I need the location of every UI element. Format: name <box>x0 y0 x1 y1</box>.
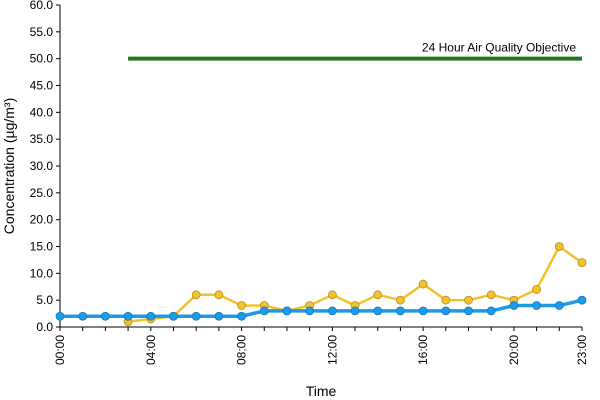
x-tick-label: 00:00 <box>53 335 67 365</box>
x-axis: 00:00 04:00 08:00 12:00 16:00 20:00 23:00 <box>53 326 589 365</box>
x-tick-label: 08:00 <box>235 335 249 365</box>
x-tick-label: 23:00 <box>575 335 589 365</box>
y-tick-label: 15.0 <box>30 240 54 254</box>
x-tick-label: 12:00 <box>325 335 339 365</box>
y-tick-label: 5.0 <box>36 293 53 307</box>
data-point <box>396 295 405 305</box>
data-point <box>486 290 496 300</box>
data-point <box>214 311 224 321</box>
data-point <box>214 290 224 300</box>
y-tick-label: 30.0 <box>30 159 54 173</box>
y-tick-label: 50.0 <box>30 52 54 66</box>
data-point <box>282 306 292 316</box>
data-point <box>441 306 451 316</box>
data-point <box>532 285 542 294</box>
data-point <box>577 258 587 268</box>
y-tick-label: 0.0 <box>36 320 53 334</box>
y-tick-label: 10.0 <box>30 266 54 280</box>
data-point <box>100 311 110 321</box>
series-line <box>60 298 583 319</box>
data-point <box>509 301 519 310</box>
data-point <box>464 306 473 316</box>
data-point <box>191 290 201 300</box>
data-point <box>418 306 428 316</box>
data-point <box>441 295 451 305</box>
x-axis-title: Time <box>306 383 337 399</box>
data-point <box>305 306 315 316</box>
y-tick-label: 25.0 <box>30 186 54 200</box>
y-tick-label: 40.0 <box>30 105 54 119</box>
series-2 <box>55 295 587 321</box>
objective-label: 24 Hour Air Quality Objective <box>422 41 576 55</box>
y-tick-label: 35.0 <box>30 132 54 146</box>
y-tick-label: 55.0 <box>30 25 54 39</box>
data-point <box>55 311 65 321</box>
series-group <box>55 242 587 327</box>
data-point <box>259 306 269 316</box>
y-tick-label: 45.0 <box>30 79 54 93</box>
y-axis-title: Concentration (µg/m³) <box>1 98 17 234</box>
y-tick-label: 20.0 <box>30 213 54 227</box>
data-point <box>396 306 405 316</box>
objective-line-group: 24 Hour Air Quality Objective <box>128 41 582 61</box>
data-point <box>146 311 156 321</box>
data-point <box>486 306 496 316</box>
data-point <box>191 311 201 321</box>
data-point <box>554 242 564 251</box>
data-point <box>554 301 564 310</box>
data-point <box>327 306 337 316</box>
data-point <box>123 311 133 321</box>
data-point <box>577 295 587 305</box>
x-tick-label: 04:00 <box>144 335 158 365</box>
data-point <box>327 290 337 300</box>
y-axis: 0.0 5.0 10.0 15.0 20.0 25.0 30.0 35.0 40.0 45.0 50… <box>30 0 61 334</box>
data-point <box>464 295 473 305</box>
data-point <box>237 301 246 310</box>
x-tick-label: 16:00 <box>416 335 430 365</box>
data-point <box>169 311 178 321</box>
data-point <box>418 279 428 289</box>
x-tick-label: 20:00 <box>507 335 521 365</box>
data-point <box>78 311 88 321</box>
data-point <box>237 311 246 321</box>
y-tick-label: 60.0 <box>30 0 54 12</box>
data-point <box>532 301 542 310</box>
data-point <box>373 290 383 300</box>
data-point <box>373 306 383 316</box>
data-point <box>350 306 360 316</box>
